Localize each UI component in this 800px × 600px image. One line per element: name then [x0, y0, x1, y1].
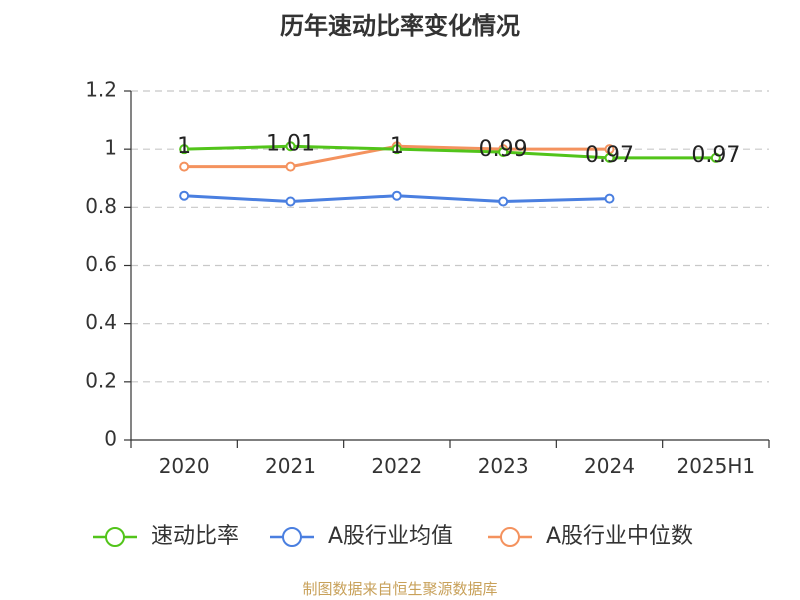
legend-swatch-marker[interactable] [105, 527, 125, 547]
source-note: 制图数据来自恒生聚源数据库 [302, 580, 498, 598]
x-tick-label: 2023 [478, 454, 529, 478]
grid-lines [131, 90, 769, 383]
data-point[interactable] [710, 152, 721, 163]
y-tick-label: 0.4 [85, 310, 117, 334]
x-tick-label: 2022 [371, 454, 422, 478]
y-tick-label: 0.6 [85, 252, 117, 276]
y-tick-label: 1 [104, 136, 117, 160]
y-tick-label: 0.2 [85, 368, 117, 392]
x-tick-label: 2024 [584, 454, 635, 478]
data-point[interactable] [285, 141, 296, 152]
legend-label[interactable]: A股行业均值 [328, 524, 453, 549]
data-point[interactable] [498, 196, 509, 207]
data-point[interactable] [179, 190, 190, 201]
data-point[interactable] [391, 190, 402, 201]
data-point[interactable] [285, 161, 296, 172]
y-tick-label: 1.2 [85, 78, 117, 102]
series-line [184, 144, 716, 160]
data-point[interactable] [285, 196, 296, 207]
legend-swatch-marker[interactable] [500, 527, 520, 547]
data-point[interactable] [604, 152, 615, 163]
x-tick-label: 2021 [265, 454, 316, 478]
legend-label[interactable]: A股行业中位数 [546, 524, 693, 549]
series-group [179, 141, 721, 207]
data-point[interactable] [604, 193, 615, 204]
chart-title: 历年速动比率变化情况 [280, 12, 520, 40]
y-tick-label: 0.8 [85, 194, 117, 218]
data-point[interactable] [498, 147, 509, 158]
data-label: 1.01 [266, 131, 315, 156]
data-label: 1 [390, 134, 404, 159]
data-labels: 1 1.01 1 0.99 0.97 0.97 [177, 131, 740, 168]
x-tick-label: 2025H1 [676, 454, 755, 478]
y-axis-ticks: 0 0.2 0.4 0.6 0.8 1 1.2 [85, 78, 131, 451]
legend-label[interactable]: 速动比率 [151, 524, 239, 549]
data-point[interactable] [179, 144, 190, 155]
data-label: 0.97 [585, 143, 634, 168]
data-label: 0.97 [691, 143, 740, 168]
data-label: 1 [177, 134, 191, 159]
data-label: 0.99 [479, 137, 528, 162]
x-tick-label: 2020 [159, 454, 210, 478]
data-point[interactable] [179, 161, 190, 172]
x-axis-ticks: 2020 2021 2022 2023 2024 2025H1 [130, 440, 770, 478]
legend: 速动比率 A股行业均值 A股行业中位数 [93, 524, 693, 549]
legend-swatch-marker[interactable] [282, 527, 302, 547]
y-tick-label: 0 [104, 427, 117, 451]
data-point[interactable] [391, 144, 402, 155]
